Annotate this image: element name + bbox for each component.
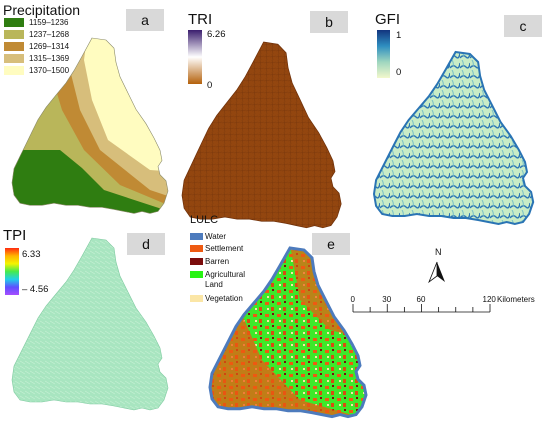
basin-outline-a	[11, 37, 169, 214]
precip-class-label: 1269–1314	[29, 42, 70, 51]
gfi-min-label: 0	[396, 67, 402, 78]
scale-tick-label: 30	[382, 295, 392, 304]
panel-c-badge: c	[504, 15, 542, 37]
precip-band-1159-1236	[12, 150, 168, 214]
lulc-swatch	[190, 271, 203, 278]
precip-class-label: 1315–1369	[29, 54, 70, 63]
lulc-settlement-zone	[210, 300, 366, 417]
precipitation-map	[12, 38, 168, 214]
scale-tick-label: 60	[416, 295, 426, 304]
tpi-title: TPI	[3, 227, 27, 244]
panel-e-badge: e	[312, 233, 350, 255]
lulc-class-label: Water	[205, 232, 227, 241]
tpi-max-label: 6.33	[22, 249, 41, 260]
precip-swatch	[4, 30, 24, 39]
gfi-map	[372, 50, 535, 226]
lulc-water-boundary	[208, 246, 368, 419]
precip-swatch	[4, 18, 24, 27]
tri-color-ramp	[188, 30, 202, 84]
north-arrow-outline	[428, 261, 438, 284]
tpi-color-ramp	[5, 248, 19, 295]
north-arrow-icon	[437, 262, 445, 282]
precip-class-label: 1237–1268	[29, 30, 70, 39]
precip-class-label: 1159–1236	[29, 18, 69, 27]
lulc-class-label: Agricultural Land	[205, 270, 246, 289]
tpi-min-label: – 4.56	[22, 284, 49, 295]
precip-swatch	[4, 66, 24, 75]
lulc-map	[210, 248, 366, 417]
scale-tick-label: 0	[350, 295, 355, 304]
lulc-swatch	[190, 258, 203, 265]
tpi-map	[11, 237, 169, 411]
precip-class-label: 1370–1500	[29, 66, 70, 75]
gfi-max-label: 1	[396, 30, 402, 41]
precip-swatch	[4, 42, 24, 51]
panel-d-badge: d	[127, 233, 165, 255]
lulc-class-label: Settlement	[205, 244, 244, 253]
tri-min-label: 0	[207, 80, 213, 91]
tri-max-label: 6.26	[207, 29, 226, 40]
precip-swatch	[4, 54, 24, 63]
panel-a-badge: a	[126, 9, 164, 31]
lulc-swatch	[190, 295, 203, 302]
panel-b-badge: b	[310, 11, 348, 33]
lulc-class-label: Vegetation	[205, 294, 243, 303]
scale-tick-label: 120	[482, 295, 496, 304]
lulc-swatch	[190, 233, 203, 240]
lulc-class-label: Barren	[205, 257, 230, 266]
precipitation-title: Precipitation	[3, 2, 81, 18]
tri-map	[181, 41, 342, 229]
gfi-title: GFI	[375, 11, 400, 28]
tri-title: TRI	[188, 11, 213, 28]
scale-unit-label: Kilometers	[497, 295, 535, 304]
lulc-title: LULC	[190, 214, 219, 226]
north-label: N	[435, 247, 442, 257]
lulc-swatch	[190, 245, 203, 252]
gfi-color-ramp	[377, 30, 390, 78]
